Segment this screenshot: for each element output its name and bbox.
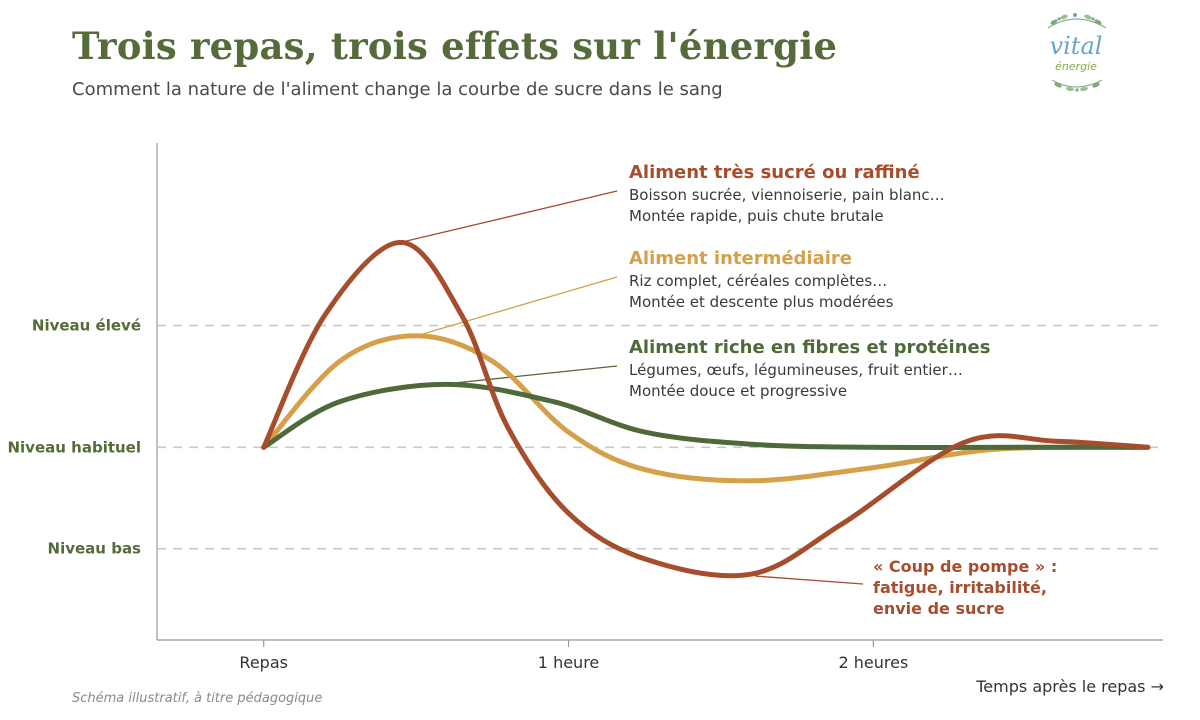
annotation-line: Montée douce et progressive: [629, 382, 847, 400]
dip-annotation-line: envie de sucre: [873, 599, 1005, 618]
logo-word-vital: vital: [1050, 32, 1103, 60]
leaf-branch-icon: [1047, 13, 1107, 92]
annotation-line: Légumes, œufs, légumineuses, fruit entie…: [629, 361, 963, 379]
chart-subtitle: Comment la nature de l'aliment change la…: [72, 79, 723, 100]
annotation-line: Boisson sucrée, viennoiserie, pain blanc…: [629, 186, 945, 204]
logo-word-energie: énergie: [1055, 60, 1097, 73]
series-line-intermediaire: [261, 333, 1151, 484]
footnote: Schéma illustratif, à titre pédagogique: [72, 691, 323, 706]
annotation-leader-line: [404, 190, 618, 243]
dip-annotation-line: « Coup de pompe » :: [873, 557, 1057, 576]
annotation-leader-line: [450, 365, 618, 385]
dip-leader-line: [755, 575, 864, 585]
x-tick-label: 1 heure: [538, 653, 599, 672]
series-line-fibres: [261, 381, 1151, 451]
dip-annotation-line: fatigue, irritabilité,: [873, 578, 1047, 597]
annotation-title: Aliment riche en fibres et protéines: [629, 337, 990, 358]
annotation-leader-line: [419, 276, 618, 336]
y-level-label: Niveau bas: [48, 540, 142, 558]
y-level-label: Niveau élevé: [32, 317, 141, 335]
annotation-line: Montée et descente plus modérées: [629, 293, 894, 311]
annotation-title: Aliment intermédiaire: [629, 248, 852, 269]
brand-logo: vital énergie: [1047, 13, 1107, 92]
x-tick-label: 2 heures: [838, 653, 908, 672]
annotation-fibres: Aliment riche en fibres et protéines Légu…: [629, 337, 990, 400]
x-axis-title: Temps après le repas →: [976, 677, 1164, 696]
y-level-label: Niveau habituel: [7, 438, 141, 456]
annotation-title: Aliment très sucré ou raffiné: [629, 162, 920, 183]
series-line-raffine: [261, 239, 1151, 579]
chart-title: Trois repas, trois effets sur l'énergie: [72, 24, 838, 68]
annotation-coup-de-pompe: « Coup de pompe » : fatigue, irritabilité…: [873, 557, 1057, 618]
annotation-line: Riz complet, céréales complètes…: [629, 272, 887, 290]
annotation-line: Montée rapide, puis chute brutale: [629, 207, 884, 225]
annotation-raffine: Aliment très sucré ou raffiné Boisson suc…: [629, 162, 945, 225]
annotation-intermediaire: Aliment intermédiaire Riz complet, céréal…: [629, 248, 894, 311]
x-tick-label: Repas: [239, 653, 288, 672]
